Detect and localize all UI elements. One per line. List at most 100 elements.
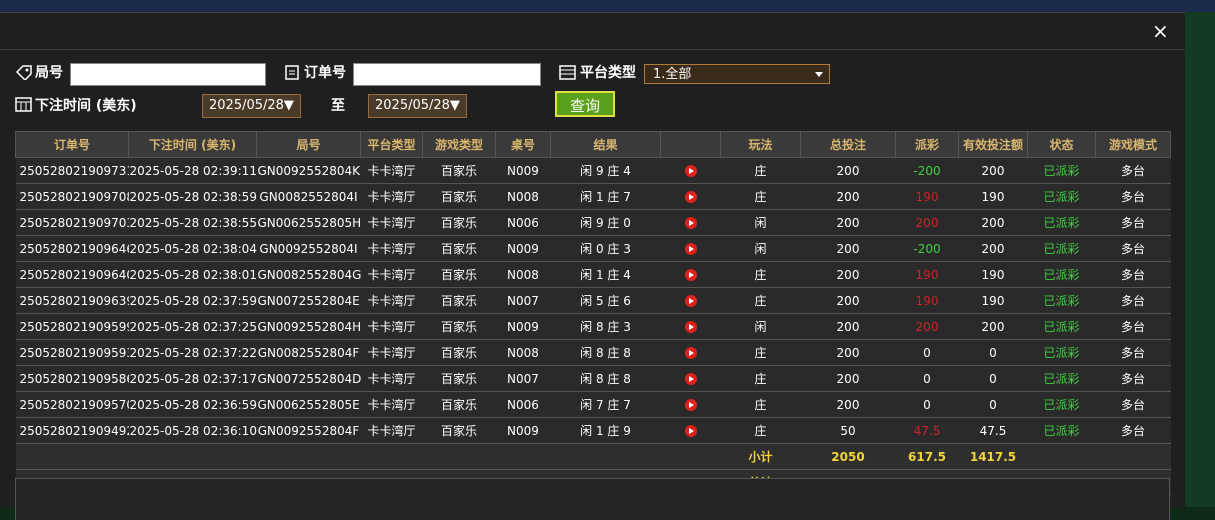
cell: N009 — [495, 313, 551, 340]
column-header — [660, 131, 721, 158]
cell: 0 — [958, 365, 1028, 392]
cell: 百家乐 — [422, 339, 496, 366]
round-input[interactable] — [70, 63, 266, 86]
cell: 卡卡湾厅 — [360, 157, 423, 184]
play-icon[interactable] — [684, 321, 697, 333]
cell: 百家乐 — [422, 183, 496, 210]
video-cell — [660, 261, 721, 288]
cell: 50 — [800, 417, 896, 444]
cell: 已派彩 — [1027, 391, 1096, 418]
time-label: 下注时间 (美东) — [35, 98, 137, 114]
cell: 已派彩 — [1027, 209, 1096, 236]
sum-valid-bet: 1417.5 — [958, 443, 1028, 470]
play-icon[interactable] — [684, 373, 697, 385]
cell — [1095, 443, 1171, 470]
cell: 2025-05-28 02:37:22 — [128, 339, 257, 366]
cell: 多台 — [1095, 183, 1171, 210]
cell: 闲 1 庄 7 — [550, 183, 661, 210]
cell: 卡卡湾厅 — [360, 417, 423, 444]
table-row: 250528021909708 2025-05-28 02:38:59 GN0082… — [15, 183, 1171, 210]
cell: 卡卡湾厅 — [360, 261, 423, 288]
video-cell — [660, 391, 721, 418]
play-icon[interactable] — [684, 243, 697, 255]
cell: GN0072552804E — [256, 287, 361, 314]
cell: 250528021909492 — [15, 417, 129, 444]
table-row: 250528021909593 2025-05-28 02:37:22 GN0082… — [15, 339, 1171, 366]
table-row: 250528021909586 2025-05-28 02:37:17 GN0072… — [15, 365, 1171, 392]
cell: 2025-05-28 02:38:59 — [128, 183, 257, 210]
cell: -200 — [895, 157, 959, 184]
platform-value: 1.全部 — [653, 67, 692, 82]
play-icon[interactable] — [684, 217, 697, 229]
cell: 卡卡湾厅 — [360, 339, 423, 366]
cell: 2025-05-28 02:38:55 — [128, 209, 257, 236]
cell: 200 — [800, 183, 896, 210]
cell: 多台 — [1095, 287, 1171, 314]
cell: N008 — [495, 183, 551, 210]
column-header: 局号 — [256, 131, 361, 158]
cell: 47.5 — [958, 417, 1028, 444]
cell: 200 — [895, 209, 959, 236]
cell: 闲 8 庄 3 — [550, 313, 661, 340]
cell: 百家乐 — [422, 209, 496, 236]
play-icon[interactable] — [684, 425, 697, 437]
cell: 190 — [958, 287, 1028, 314]
date-to[interactable]: 2025/05/28▼ — [368, 94, 467, 118]
cell: 已派彩 — [1027, 183, 1096, 210]
cell: GN0092552804I — [256, 235, 361, 262]
cell: 200 — [895, 313, 959, 340]
cell: 250528021909708 — [15, 183, 129, 210]
empty-area — [15, 478, 1170, 520]
play-icon[interactable] — [684, 347, 697, 359]
cell: 250528021909703 — [15, 209, 129, 236]
cell: 190 — [958, 183, 1028, 210]
cell: GN0082552804G — [256, 261, 361, 288]
calendar-icon — [15, 97, 32, 112]
cell: GN0062552805H — [256, 209, 361, 236]
cell: -200 — [895, 235, 959, 262]
cell: N009 — [495, 417, 551, 444]
cell: 庄 — [720, 365, 801, 392]
play-icon[interactable] — [684, 269, 697, 281]
table-body: 250528021909731 2025-05-28 02:39:11 GN0092… — [15, 157, 1171, 496]
cell: 已派彩 — [1027, 417, 1096, 444]
cell: GN0082552804I — [256, 183, 361, 210]
play-icon[interactable] — [684, 399, 697, 411]
cell: 200 — [800, 313, 896, 340]
cell: 多台 — [1095, 339, 1171, 366]
cell: N009 — [495, 235, 551, 262]
cell: 190 — [895, 287, 959, 314]
cell: 闲 8 庄 8 — [550, 365, 661, 392]
play-icon[interactable] — [684, 295, 697, 307]
sum-label: 小计 — [720, 443, 801, 470]
date-from[interactable]: 2025/05/28▼ — [202, 94, 301, 118]
close-button[interactable]: × — [1152, 19, 1169, 43]
cell: 0 — [895, 365, 959, 392]
cell: 庄 — [720, 391, 801, 418]
cell: 200 — [800, 391, 896, 418]
order-input[interactable] — [353, 63, 541, 86]
table-row: 250528021909640 2025-05-28 02:38:01 GN0082… — [15, 261, 1171, 288]
cell: 多台 — [1095, 365, 1171, 392]
table-row: 250528021909639 2025-05-28 02:37:59 GN0072… — [15, 287, 1171, 314]
cell: GN0092552804K — [256, 157, 361, 184]
cell: 2025-05-28 02:38:04 — [128, 235, 257, 262]
cell — [422, 443, 496, 470]
table-row: 250528021909703 2025-05-28 02:38:55 GN0062… — [15, 209, 1171, 236]
play-icon[interactable] — [684, 165, 697, 177]
cell: 闲 7 庄 7 — [550, 391, 661, 418]
platform-select[interactable]: 1.全部 — [644, 64, 830, 84]
cell: 0 — [895, 339, 959, 366]
column-header: 平台类型 — [360, 131, 423, 158]
cell: 已派彩 — [1027, 235, 1096, 262]
query-button[interactable]: 查询 — [555, 91, 615, 117]
play-icon[interactable] — [684, 191, 697, 203]
column-header: 派彩 — [895, 131, 959, 158]
video-cell — [660, 183, 721, 210]
cell: 卡卡湾厅 — [360, 391, 423, 418]
cell: 百家乐 — [422, 235, 496, 262]
cell: 百家乐 — [422, 391, 496, 418]
cell: 闲 9 庄 0 — [550, 209, 661, 236]
video-cell — [660, 287, 721, 314]
table-row: 250528021909492 2025-05-28 02:36:10 GN0092… — [15, 417, 1171, 444]
